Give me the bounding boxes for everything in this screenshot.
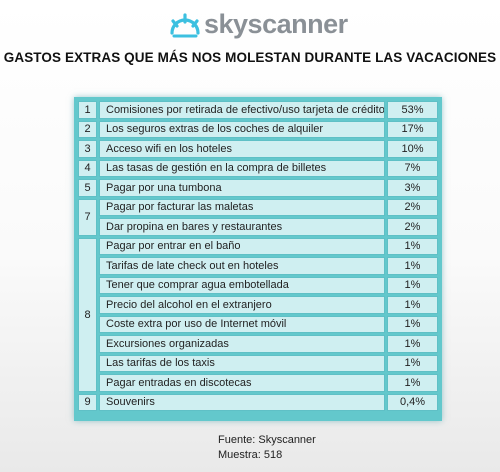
item-value: 1% — [387, 374, 438, 392]
item-value: 17% — [387, 120, 438, 138]
item-label: Pagar por una tumbona — [99, 179, 385, 197]
item-value: 0,4% — [387, 393, 438, 411]
item-label: Los seguros extras de los coches de alqu… — [99, 120, 385, 138]
item-label: Souvenirs — [99, 393, 385, 411]
item-label: Tener que comprar agua embotellada — [99, 276, 385, 294]
item-value: 3% — [387, 179, 438, 197]
item-value: 1% — [387, 237, 438, 255]
logo-wordmark: skyscanner — [204, 9, 348, 39]
item-value: 1% — [387, 354, 438, 372]
rank-cell: 8 — [78, 237, 97, 392]
item-label: Tarifas de late check out en hoteles — [99, 257, 385, 275]
item-value: 53% — [387, 101, 438, 119]
item-label: Las tasas de gestión en la compra de bil… — [99, 159, 385, 177]
item-label: Comisiones por retirada de efectivo/uso … — [99, 101, 385, 119]
item-label: Pagar por facturar las maletas — [99, 198, 385, 216]
item-label: Precio del alcohol en el extranjero — [99, 296, 385, 314]
item-label: Acceso wifi en los hoteles — [99, 140, 385, 158]
item-label: Coste extra por uso de Internet móvil — [99, 315, 385, 333]
item-label: Excursiones organizadas — [99, 335, 385, 353]
ranking-table: 1 Comisiones por retirada de efectivo/uso… — [74, 97, 442, 421]
item-value: 1% — [387, 315, 438, 333]
item-value: 7% — [387, 159, 438, 177]
item-value: 10% — [387, 140, 438, 158]
sample-note: Muestra: 518 — [218, 449, 283, 461]
rank-cell: 7 — [78, 198, 97, 236]
rank-cell: 9 — [78, 393, 97, 411]
item-label: Pagar entradas en discotecas — [99, 374, 385, 392]
rank-cell: 5 — [78, 179, 97, 197]
source-note: Fuente: Skyscanner — [218, 434, 316, 446]
rank-cell: 3 — [78, 140, 97, 158]
item-label: Dar propina en bares y restaurantes — [99, 218, 385, 236]
item-value: 2% — [387, 198, 438, 216]
item-label: Las tarifas de los taxis — [99, 354, 385, 372]
page-title: GASTOS EXTRAS QUE MÁS NOS MOLESTAN DURAN… — [3, 50, 497, 65]
rank-cell: 1 — [78, 101, 97, 119]
rank-cell: 2 — [78, 120, 97, 138]
item-label: Pagar por entrar en el baño — [99, 237, 385, 255]
skyscanner-logo: skyscanner — [168, 6, 368, 42]
item-value: 1% — [387, 335, 438, 353]
item-value: 1% — [387, 257, 438, 275]
item-value: 2% — [387, 218, 438, 236]
sunrise-cloud-icon — [170, 13, 200, 38]
item-value: 1% — [387, 276, 438, 294]
rank-cell: 4 — [78, 159, 97, 177]
item-value: 1% — [387, 296, 438, 314]
footer: Fuente: Skyscanner Muestra: 518 — [218, 433, 316, 463]
